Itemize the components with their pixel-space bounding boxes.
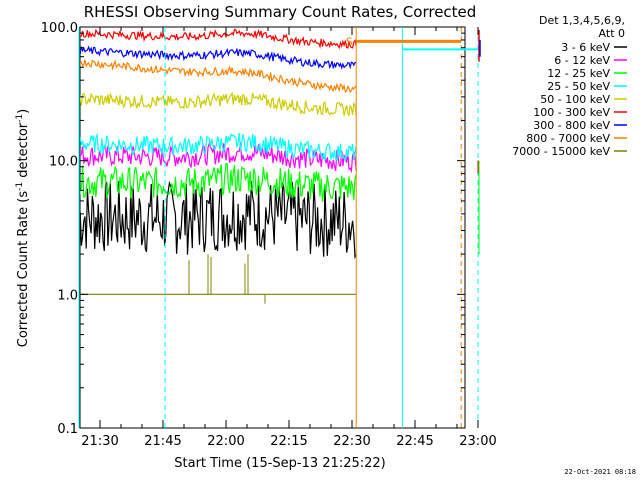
y-axis-label-tail: detector [16,122,31,182]
x-tick-label-5: 22:45 [396,434,433,449]
x-axis-label: Start Time (15-Sep-13 21:25:22) [174,456,385,471]
legend-label-6: 300 - 800 keV [533,119,610,132]
series-3 [80,132,357,162]
y-axis-label-sup2: -1 [15,114,25,123]
series-4-line [80,91,357,117]
series-7-line [80,59,357,94]
legend-label-3: 25 - 50 keV [547,80,610,93]
saa-label: S [346,35,353,48]
series-2 [80,162,357,202]
y-axis: 0.1 1.0 10.0 100.0 [41,21,465,437]
y-axis-label-sup: -1 [15,182,25,191]
x-tick-label-4: 22:30 [333,434,370,449]
series-4 [80,91,357,117]
legend-header-line-2: Att 0 [599,27,625,40]
x-tick-label-6: 23:00 [459,434,496,449]
legend-label-8: 7000 - 15000 keV [512,145,610,158]
y-tick-label-2: 10.0 [49,155,78,170]
footer-date: 22-Oct-2021 08:18 [564,468,636,476]
y-axis-label-close: ) [16,109,31,114]
series-5 [80,28,357,50]
legend-header-line-1: Det 1,3,4,5,6,9, [539,14,625,27]
plot-frame [79,26,466,429]
series-1-line [80,142,357,174]
y-tick-label-3: 100.0 [41,21,78,36]
series-6-line [80,45,357,70]
series-7 [80,59,357,94]
series-3-line [80,132,357,162]
series-1 [80,142,357,174]
y-tick-label-1: 1.0 [57,288,78,303]
y-tick-label-0: 0.1 [57,422,78,437]
x-tick-label-1: 21:45 [144,434,181,449]
series-8 [80,254,357,304]
y-axis-label: Corrected Count Rate (s-1 detector-1) [15,109,31,347]
series-0-line [80,180,357,260]
legend-label-0: 3 - 6 keV [561,41,610,54]
legend-label-1: 6 - 12 keV [554,54,610,67]
chart-title: RHESSI Observing Summary Count Rates, Co… [84,3,477,21]
legend-label-2: 12 - 25 keV [547,67,610,80]
series-2-line [80,162,357,202]
plot-area: S [78,26,481,429]
legend-label-7: 800 - 7000 keV [526,132,610,145]
series-5-line [80,28,357,50]
x-tick-label-0: 21:30 [81,434,118,449]
x-tick-label-3: 22:15 [270,434,307,449]
y-axis-label-main: Corrected Count Rate (s [16,191,31,348]
x-tick-label-2: 22:00 [207,434,244,449]
x-axis: 21:30 21:45 22:00 22:15 22:30 22:45 23:00 [81,27,497,449]
series-6 [80,45,357,70]
series-0 [80,180,357,260]
legend-label-4: 50 - 100 keV [540,93,610,106]
legend-label-5: 100 - 300 keV [533,106,610,119]
